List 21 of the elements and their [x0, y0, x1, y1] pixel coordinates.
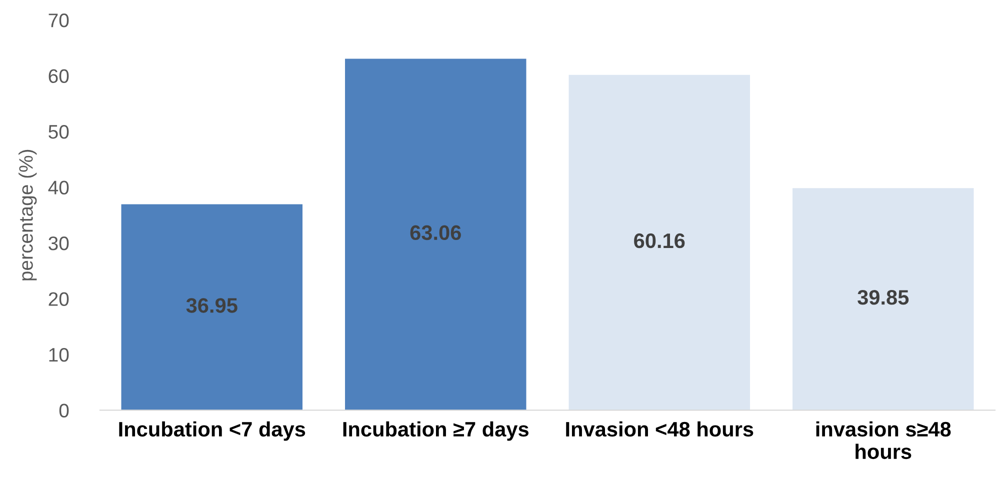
y-tick-label: 0: [59, 404, 69, 418]
bar: [345, 58, 526, 410]
y-tick-label: 50: [48, 124, 69, 139]
bar: [121, 204, 302, 410]
bar: [568, 74, 750, 410]
data-label: 39.85: [858, 290, 909, 305]
y-tick-label: 70: [48, 14, 69, 28]
y-tick-label: 30: [48, 236, 69, 250]
y-tick-label: 40: [48, 180, 69, 194]
y-tick-label: 10: [49, 348, 69, 362]
y-axis-title: percentage (%): [18, 150, 37, 280]
data-label: 63.06: [410, 225, 461, 240]
data-label: 60.16: [634, 233, 685, 248]
data-label: 36.95: [186, 298, 238, 313]
y-tick-label: 60: [48, 69, 69, 84]
x-tick-label: Incubation <7 days: [119, 421, 306, 441]
bar: [792, 188, 974, 410]
x-tick-label: Incubation ≥7 days: [343, 421, 528, 441]
y-tick-label: 20: [48, 292, 69, 306]
x-tick-label: Invasion <48 hours: [566, 421, 754, 437]
x-tick-label: invasion s≥48 hours: [816, 421, 951, 460]
